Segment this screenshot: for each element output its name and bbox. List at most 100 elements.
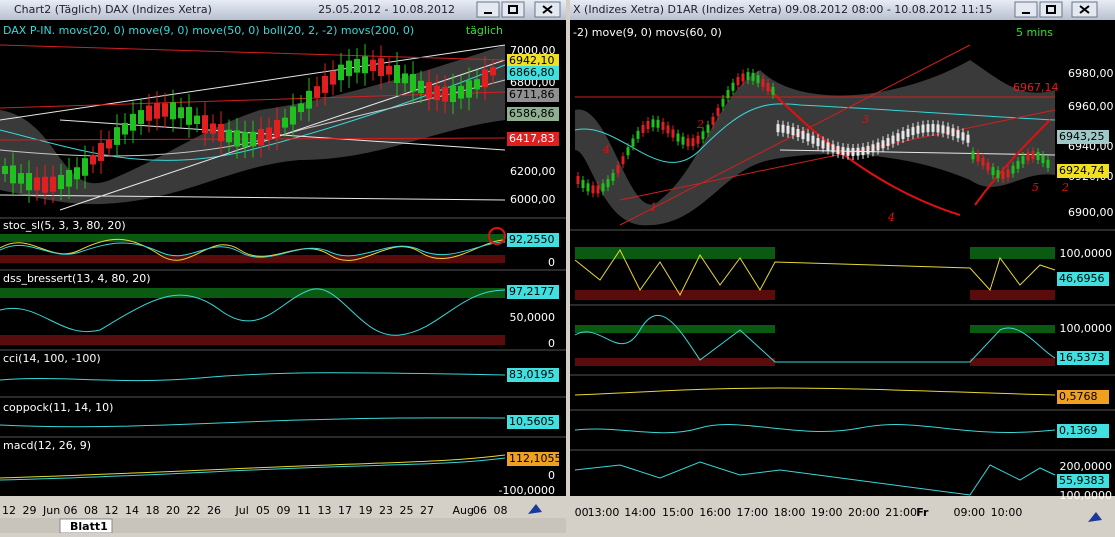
- maximize-button[interactable]: [1039, 1, 1063, 18]
- handwritten-annotation: 2: [696, 118, 704, 131]
- x-axis-bar: [570, 496, 1115, 533]
- candle: [138, 110, 144, 124]
- stochastic: [0, 241, 506, 258]
- candle: [322, 75, 328, 93]
- candle: [651, 119, 655, 128]
- x-axis-label: 12: [2, 504, 16, 517]
- x-axis-label: Jul: [235, 504, 249, 517]
- candle: [386, 65, 392, 75]
- candle: [811, 135, 815, 144]
- tab-bar: [0, 518, 566, 533]
- indicator-name: macd(12, 26, 9): [3, 439, 91, 452]
- x-axis-label: 22: [187, 504, 201, 517]
- x-axis-label: 06: [473, 504, 487, 517]
- value-badge: [507, 132, 559, 146]
- candle: [701, 131, 705, 140]
- candle: [362, 56, 368, 74]
- candle: [210, 123, 216, 134]
- x-axis-label: 09:00: [953, 506, 985, 519]
- candle: [971, 151, 975, 160]
- indicator-name: dss_bressert(13, 4, 80, 20): [3, 272, 151, 285]
- candle: [946, 126, 950, 135]
- candle: [378, 58, 384, 77]
- macd: [0, 454, 506, 479]
- value-badge-text: 10,5605: [509, 415, 555, 428]
- candle: [274, 120, 280, 138]
- indicator-axis-label: -100,0000: [499, 484, 555, 497]
- candle: [856, 147, 860, 156]
- candle: [961, 132, 965, 141]
- minimize-button[interactable]: [1014, 1, 1038, 18]
- candle: [34, 177, 40, 191]
- moving-average: [574, 103, 1056, 163]
- nav-icon[interactable]: [528, 504, 542, 514]
- handwritten-annotation: 3: [862, 113, 869, 126]
- handwritten-annotation: 2: [1061, 181, 1069, 194]
- candle: [776, 124, 780, 133]
- candle: [666, 125, 670, 134]
- price-axis-label: 6200,00: [510, 165, 556, 178]
- x-axis-label: 21:00: [885, 506, 917, 519]
- indicator-name: cci(14, 100, -100): [3, 352, 101, 365]
- value-badge: [1057, 164, 1109, 178]
- cci: [574, 387, 1056, 396]
- candle: [691, 138, 695, 147]
- candle: [801, 131, 805, 140]
- candle: [106, 139, 112, 149]
- macd-signal: [0, 457, 506, 481]
- x-axis-label: 26: [207, 504, 221, 517]
- candle: [306, 90, 312, 109]
- value-badge-text: 6924,74: [1059, 164, 1105, 177]
- candle: [402, 73, 408, 84]
- value-badge: [507, 368, 559, 382]
- candle: [866, 145, 870, 154]
- nav-icon[interactable]: [1088, 512, 1102, 522]
- x-axis-label: 17:00: [736, 506, 768, 519]
- candle: [921, 124, 925, 133]
- candle: [841, 147, 845, 156]
- handwritten-annotation: 4: [602, 143, 610, 156]
- candle: [194, 115, 200, 125]
- value-badge: [1057, 474, 1109, 488]
- candle: [122, 122, 128, 135]
- tab-label[interactable]: Blatt1: [70, 520, 108, 533]
- candle: [706, 124, 710, 133]
- candle: [450, 85, 456, 103]
- x-axis-label: 13: [318, 504, 332, 517]
- candles: [2, 43, 1050, 205]
- x-axis-label: 06: [64, 504, 78, 517]
- candle: [58, 174, 64, 190]
- candle: [50, 176, 56, 192]
- value-badge: [1057, 390, 1109, 404]
- indicator-axis-label: 100,0000: [1060, 322, 1113, 335]
- x-axis-label: 23: [379, 504, 393, 517]
- value-badge-text: 6866,80: [509, 66, 555, 79]
- indicator-name: stoc_sl(5, 3, 3, 80, 20): [3, 219, 126, 232]
- candle: [741, 73, 745, 82]
- hand-drawing: [488, 89, 1051, 245]
- title-bar: [0, 0, 566, 20]
- button-icons: [484, 5, 1090, 14]
- x-axis-label: Fr: [916, 506, 929, 519]
- candle: [956, 130, 960, 139]
- candle: [976, 153, 980, 162]
- candle: [656, 119, 660, 128]
- candle: [2, 166, 8, 174]
- candle: [266, 127, 272, 140]
- candle: [796, 128, 800, 137]
- minimize-button[interactable]: [476, 1, 500, 18]
- candle: [876, 142, 880, 151]
- cci: [0, 372, 506, 382]
- value-badge-text: 55,9383: [1059, 474, 1105, 487]
- dss: [574, 314, 1056, 363]
- indicator-bands: [0, 234, 1055, 366]
- value-badge-text: 83,0195: [509, 368, 555, 381]
- candle: [298, 103, 304, 113]
- candle: [474, 79, 480, 90]
- value-badge: [1057, 424, 1109, 438]
- value-badge-text: 6942,10: [509, 54, 555, 67]
- candle: [354, 58, 360, 73]
- maximize-button[interactable]: [501, 1, 525, 18]
- value-badge-text: 6711,86: [509, 88, 555, 101]
